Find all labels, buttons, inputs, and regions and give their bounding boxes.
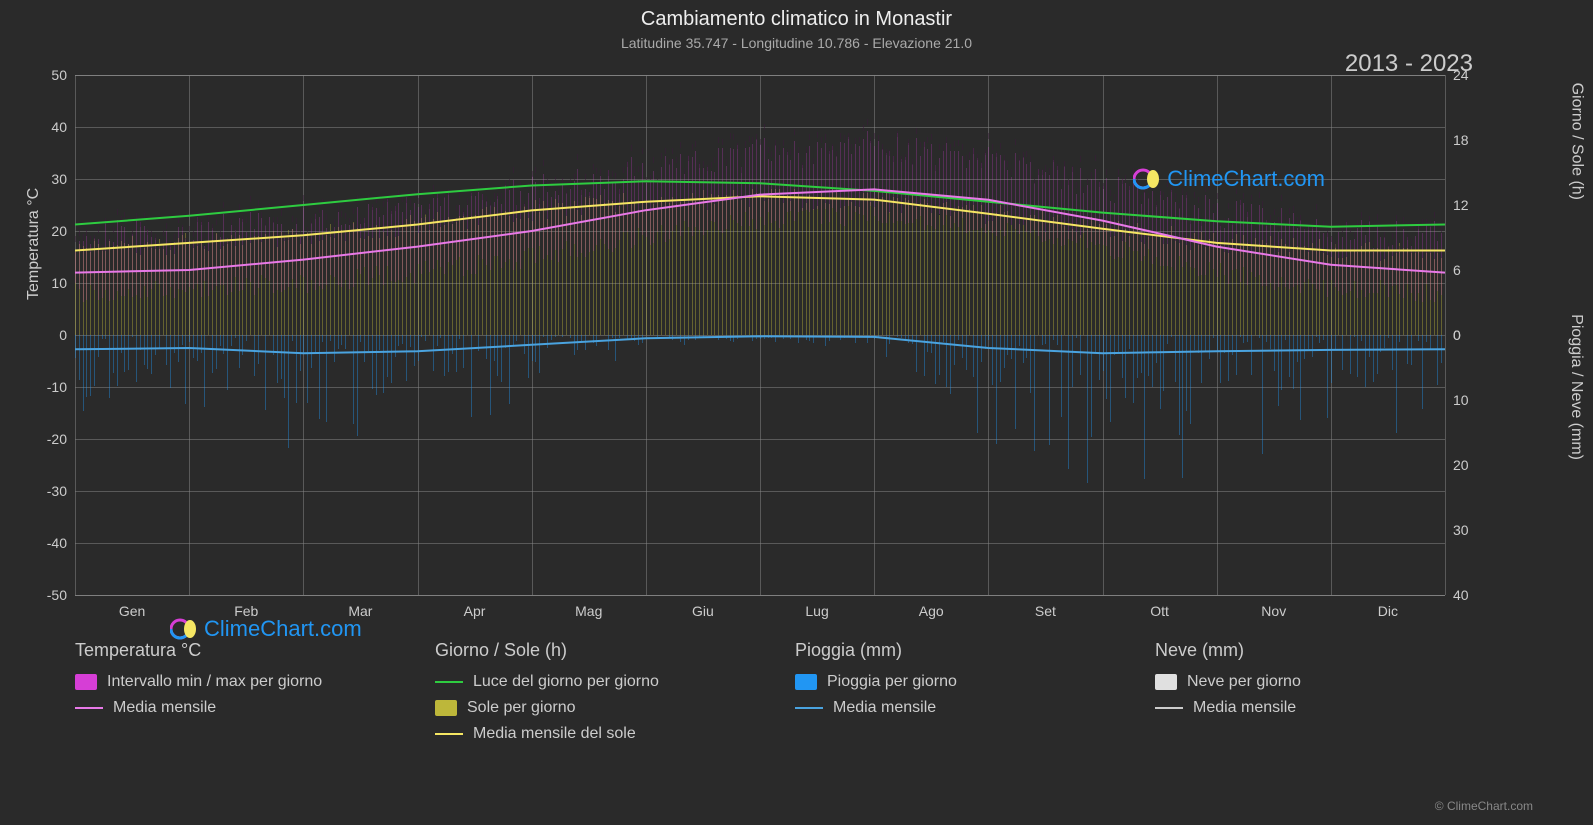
legend-item: Media mensile del sole <box>435 725 755 743</box>
y-tick-left: 20 <box>51 223 75 239</box>
x-tick-month: Set <box>1035 595 1056 619</box>
y-axis-right-top-label: Giorno / Sole (h) <box>1567 83 1585 200</box>
legend-header: Pioggia (mm) <box>795 640 1115 661</box>
x-tick-month: Apr <box>464 595 486 619</box>
legend-swatch <box>795 707 823 709</box>
y-tick-right-top: 12 <box>1445 197 1469 213</box>
legend-label: Media mensile <box>1193 699 1296 717</box>
y-tick-right-bot: 40 <box>1445 587 1469 603</box>
legend-label: Pioggia per giorno <box>827 673 957 691</box>
y-tick-right-top: 18 <box>1445 132 1469 148</box>
legend-header: Giorno / Sole (h) <box>435 640 755 661</box>
legend-header: Temperatura °C <box>75 640 395 661</box>
brand-text: ClimeChart.com <box>204 616 362 642</box>
x-tick-month: Ago <box>919 595 944 619</box>
legend-swatch <box>1155 674 1177 690</box>
y-tick-left: -40 <box>47 535 75 551</box>
legend-column: Pioggia (mm) Pioggia per giorno Media mens… <box>795 640 1115 751</box>
y-tick-left: 30 <box>51 171 75 187</box>
chart-legend: Temperatura °C Intervallo min / max per g… <box>75 640 1475 751</box>
y-tick-left: 40 <box>51 119 75 135</box>
x-tick-month: Ott <box>1150 595 1169 619</box>
y-axis-right-bot-label: Pioggia / Neve (mm) <box>1567 314 1585 460</box>
legend-swatch <box>435 733 463 735</box>
brand-logo-bottom: ClimeChart.com <box>170 615 362 643</box>
y-tick-left: -20 <box>47 431 75 447</box>
y-tick-left: -30 <box>47 483 75 499</box>
legend-label: Media mensile del sole <box>473 725 636 743</box>
y-tick-right-top: 24 <box>1445 67 1469 83</box>
legend-swatch <box>75 674 97 690</box>
y-axis-left-label: Temperatura °C <box>25 188 43 300</box>
legend-label: Neve per giorno <box>1187 673 1301 691</box>
y-tick-right-top: 6 <box>1445 262 1461 278</box>
y-tick-left: 10 <box>51 275 75 291</box>
y-tick-left: 0 <box>59 327 75 343</box>
legend-swatch <box>795 674 817 690</box>
x-tick-month: Nov <box>1261 595 1286 619</box>
brand-text: ClimeChart.com <box>1167 166 1325 192</box>
legend-item: Media mensile <box>75 699 395 717</box>
y-tick-right-bot: 10 <box>1445 392 1469 408</box>
legend-item: Intervallo min / max per giorno <box>75 673 395 691</box>
x-tick-month: Giu <box>692 595 714 619</box>
y-tick-left: 50 <box>51 67 75 83</box>
logo-icon <box>170 615 198 643</box>
legend-column: Neve (mm) Neve per giorno Media mensile <box>1155 640 1475 751</box>
legend-label: Media mensile <box>113 699 216 717</box>
legend-item: Media mensile <box>795 699 1115 717</box>
chart-plot-area: 50403020100-10-20-30-40-5024181260010203… <box>75 75 1445 595</box>
legend-label: Intervallo min / max per giorno <box>107 673 322 691</box>
chart-subtitle: Latitudine 35.747 - Longitudine 10.786 -… <box>0 31 1593 51</box>
copyright: © ClimeChart.com <box>1435 799 1533 813</box>
x-tick-month: Mag <box>575 595 602 619</box>
legend-swatch <box>1155 707 1183 709</box>
legend-item: Sole per giorno <box>435 699 755 717</box>
legend-item: Media mensile <box>1155 699 1475 717</box>
y-tick-left: -50 <box>47 587 75 603</box>
legend-column: Giorno / Sole (h) Luce del giorno per gio… <box>435 640 755 751</box>
x-tick-month: Lug <box>805 595 828 619</box>
legend-label: Luce del giorno per giorno <box>473 673 659 691</box>
brand-logo-top: ClimeChart.com <box>1133 165 1325 193</box>
legend-label: Media mensile <box>833 699 936 717</box>
legend-swatch <box>435 700 457 716</box>
x-tick-month: Dic <box>1378 595 1398 619</box>
legend-swatch <box>435 681 463 683</box>
y-tick-left: -10 <box>47 379 75 395</box>
legend-item: Neve per giorno <box>1155 673 1475 691</box>
legend-label: Sole per giorno <box>467 699 576 717</box>
y-tick-right-bot: 0 <box>1445 327 1461 343</box>
legend-header: Neve (mm) <box>1155 640 1475 661</box>
legend-item: Luce del giorno per giorno <box>435 673 755 691</box>
legend-swatch <box>75 707 103 709</box>
legend-item: Pioggia per giorno <box>795 673 1115 691</box>
x-tick-month: Gen <box>119 595 145 619</box>
logo-icon <box>1133 165 1161 193</box>
legend-column: Temperatura °C Intervallo min / max per g… <box>75 640 395 751</box>
y-tick-right-bot: 20 <box>1445 457 1469 473</box>
y-tick-right-bot: 30 <box>1445 522 1469 538</box>
chart-title: Cambiamento climatico in Monastir <box>0 0 1593 31</box>
